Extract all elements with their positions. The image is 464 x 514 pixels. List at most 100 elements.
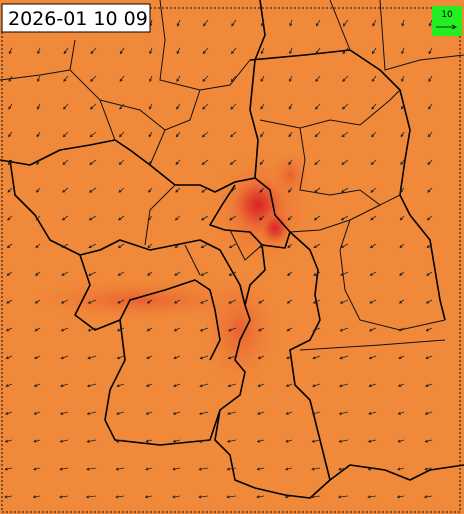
wind-arrow [256,439,265,443]
wind-arrow [202,103,209,110]
wind-arrow [172,439,181,443]
wind-arrow [174,271,181,276]
wind-arrow [4,439,13,443]
wind-arrow [339,355,349,360]
wind-arrow [60,327,69,332]
wind-arrow [33,411,41,415]
wind-arrow [426,271,433,276]
wind-arrow [228,243,237,249]
wind-arrow [90,47,97,55]
wind-arrow [285,383,293,387]
wind-arrow [201,131,209,138]
wind-arrow [117,299,125,304]
wind-arrow [396,495,405,499]
wind-arrow [398,327,405,332]
wind-arrow [200,271,209,276]
wind-arrow [228,299,237,304]
wind-arrow [61,215,69,221]
wind-arrow [401,75,405,83]
wind-arrow [148,159,153,166]
wind-arrow [198,495,209,499]
wind-arrow [339,327,349,332]
wind-arrow [199,355,209,360]
wind-arrow [341,131,349,138]
wind-arrow [35,271,41,276]
wind-arrow [8,103,13,110]
wind-arrow [115,495,125,499]
wind-arrow [288,159,293,166]
wind-arrow [8,75,13,82]
wind-arrow [88,271,97,276]
wind-arrow [7,159,13,166]
wind-arrow [117,271,125,276]
wind-arrow [230,47,237,55]
wind-arrow [175,131,181,138]
wind-arrow [118,187,125,193]
wind-arrow [311,439,321,443]
wind-arrow [202,75,209,82]
wind-arrow [258,299,265,304]
wind-arrow [88,215,97,221]
wind-arrow [146,327,153,332]
wind-arrow [60,355,69,360]
wind-arrow [176,19,181,27]
wind-arrow [424,467,433,471]
wind-arrow [227,411,237,415]
wind-arrow [90,75,97,82]
wind-arrow [372,47,377,55]
wind-vectors [4,19,433,499]
wind-arrow [338,411,349,416]
wind-arrow [428,19,433,27]
wind-arrow [5,327,13,332]
wind-arrow [423,495,433,499]
wind-arrow [203,19,209,27]
wind-arrow [399,215,405,221]
wind-arrow [200,215,209,221]
wind-arrow [398,355,405,360]
wind-arrow [312,327,321,332]
wind-arrow [119,103,125,110]
wind-arrow [146,355,153,360]
wind-arrow [198,439,209,443]
wind-arrow [144,495,153,499]
wind-arrow [34,355,41,360]
wind-arrow [61,243,69,249]
wind-arrow [315,47,321,55]
wind-arrow [399,271,405,276]
wind-arrow [342,47,349,55]
timestamp: 2026-01 10 09 [8,8,148,30]
wind-arrow [314,131,321,138]
wind-arrow [399,243,405,249]
wind-arrow [198,411,209,416]
wind-arrow [256,467,265,471]
wind-arrow [175,159,181,166]
wind-arrow [172,411,181,415]
wind-arrow [35,187,41,193]
wind-arrow [257,411,265,415]
wind-arrow [115,467,125,471]
wind-arrow [116,411,125,415]
wind-arrow [400,103,405,110]
wind-arrow [312,355,321,360]
wind-arrow [145,439,153,443]
wind-arrow [200,299,209,304]
wind-arrow [4,495,13,499]
wind-arrow [313,271,321,276]
wind-arrow [338,439,349,443]
wind-arrow [426,243,433,249]
wind-arrow [371,131,377,138]
wind-arrow [63,103,69,110]
wind-arrow [312,299,321,304]
wind-arrow [148,131,153,138]
wind-arrow [260,131,265,138]
wind-arrow [174,243,181,249]
wind-arrow [59,467,69,471]
wind-arrow [258,243,265,249]
wind-arrow [6,243,13,249]
wind-arrow [258,271,265,276]
wind-arrow [85,495,97,499]
wind-arrow [260,103,265,110]
wind-arrow [230,75,237,82]
wind-arrow [6,299,13,304]
wind-arrow [4,467,13,471]
